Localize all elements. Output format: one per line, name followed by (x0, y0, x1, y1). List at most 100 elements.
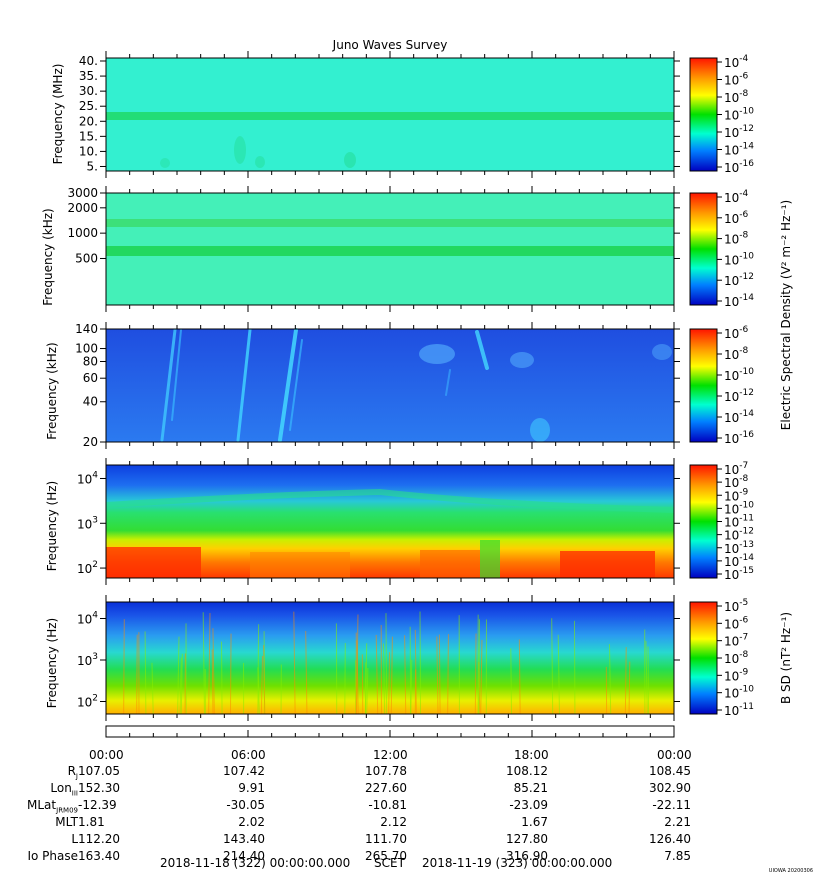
spectral-spike (221, 641, 223, 715)
ephemeris-value: -10.81 (368, 798, 407, 812)
colorbar-tick-exp: -8 (739, 89, 748, 99)
panel-2-ylabel: Frequency (kHz) (41, 208, 55, 305)
time-tick-label: 00:00 (89, 748, 124, 762)
colorbar-tick-exp: -9 (739, 667, 748, 677)
colorbar-tick-exp: -8 (739, 650, 748, 660)
ephemeris-row-label: MLatJRM09 (27, 798, 78, 815)
ephemeris-value: 214.40 (223, 849, 265, 863)
spectral-spike (557, 634, 560, 715)
colorbar-tick-label: 10-12 (724, 124, 754, 140)
panel-4-x-ticks (105, 458, 675, 585)
colorbar-tick-base: 10 (724, 390, 739, 404)
panel-3-colorbar (689, 328, 718, 443)
colorbar-tick-base: 10 (724, 463, 739, 477)
y-tick-label: 40 (83, 395, 98, 409)
y-tick-label: 3000 (67, 186, 98, 200)
y-tick-exp: 4 (92, 611, 98, 621)
panel-4-colorbar-ticks: 10-710-810-910-1010-1110-1210-1310-1410-… (717, 461, 754, 582)
spectral-spike (388, 652, 391, 715)
y-tick-base: 10 (77, 613, 92, 627)
colorbar-tick-label: 10-12 (724, 527, 754, 543)
y-tick-label: 60 (83, 371, 98, 385)
ephemeris-value: 107.78 (365, 764, 407, 778)
spectral-spike (356, 614, 359, 715)
ephemeris-value: 1.81 (78, 815, 105, 829)
panel-3-features (160, 328, 672, 442)
y-tick-base: 10 (77, 472, 92, 486)
y-tick-label: 140 (75, 322, 98, 336)
panel-1-ylabel: Frequency (MHz) (51, 64, 65, 165)
ephemeris-value: 108.12 (506, 764, 548, 778)
y-tick-label: 104 (77, 611, 98, 627)
colorbar-tick-base: 10 (724, 74, 739, 88)
colorbar-tick-exp: -6 (739, 325, 748, 335)
colorbar-tick-base: 10 (724, 109, 739, 123)
spectral-spike (136, 634, 138, 715)
y-tick-label: 103 (77, 515, 98, 531)
colorbar-tick-label: 10-4 (724, 189, 749, 205)
colorbar-tick-label: 10-12 (724, 388, 754, 404)
colorbar-tick-label: 10-9 (724, 487, 749, 503)
colorbar-tick-base: 10 (724, 191, 739, 205)
ephemeris-value: 9.91 (238, 781, 265, 795)
panel-1-y-ticks: 40.35.30.25.20.15.10.5. (79, 54, 680, 173)
spectral-spike (177, 636, 180, 715)
panel-1-features (160, 136, 356, 168)
ephemeris-row-label: MLT (55, 815, 78, 829)
time-axis-label: SCET (374, 856, 405, 870)
ephemeris-value: 7.85 (664, 849, 691, 863)
time-tick-label: 06:00 (231, 748, 266, 762)
colorbar-tick-label: 10-8 (724, 346, 749, 362)
colorbar-tick-label: 10-14 (724, 409, 754, 425)
panel-2-band-lower (106, 246, 674, 256)
spectral-spike (645, 640, 648, 715)
colorbar-tick-exp: -15 (739, 566, 754, 576)
ephemeris-value: 143.40 (223, 832, 265, 846)
panel-2-x-ticks (105, 186, 675, 312)
ephemeris-value: -23.09 (509, 798, 548, 812)
ephemeris-value: 2.21 (664, 815, 691, 829)
ephemeris-value: 2.12 (380, 815, 407, 829)
y-tick-label: 100 (75, 342, 98, 356)
spectral-spike (447, 634, 449, 715)
y-tick-label: 20 (83, 435, 98, 449)
colorbar-tick-exp: -8 (739, 474, 748, 484)
colorbar-tick-exp: -6 (739, 210, 748, 220)
colorbar-tick-base: 10 (724, 369, 739, 383)
panel-3-spectrogram (106, 329, 674, 442)
colorbar-tick-label: 10-10 (724, 107, 754, 123)
y-tick-exp: 4 (92, 470, 98, 480)
spectral-spike (179, 657, 182, 715)
colorbar-tick-base: 10 (724, 600, 739, 614)
spectral-spike (344, 643, 346, 715)
colorbar-tick-exp: -12 (739, 527, 754, 537)
colorbar-tick-label: 10-14 (724, 293, 754, 309)
spectral-spike (212, 628, 215, 715)
colorbar-tick-label: 10-10 (724, 251, 754, 267)
spectral-spike (144, 631, 147, 715)
panel-4-features (105, 488, 675, 578)
spectral-spike (510, 648, 512, 715)
colorbar-tick-exp: -8 (739, 231, 748, 241)
colorbar-tick-base: 10 (724, 233, 739, 247)
panel-5-spikes (123, 611, 650, 715)
ephemeris-value: -22.11 (652, 798, 691, 812)
y-tick-label: 15. (79, 129, 98, 143)
ephemeris-row-label: Io Phase (27, 849, 78, 863)
spectral-spike (624, 647, 627, 715)
colorbar-tick-base: 10 (724, 274, 739, 288)
colorbar-tick-base: 10 (724, 635, 739, 649)
panel-3-ylabel: Frequency (kHz) (45, 342, 59, 439)
colorbar-tick-exp: -11 (739, 702, 754, 712)
y-tick-base: 10 (77, 696, 92, 710)
colorbar-tick-exp: -4 (739, 54, 748, 64)
y-tick-label: 103 (77, 652, 98, 668)
colorbar-tick-exp: -13 (739, 540, 754, 550)
colorbar-tick-label: 10-4 (724, 54, 749, 70)
spectral-spike (382, 643, 386, 715)
colorbar-tick-base: 10 (724, 617, 739, 631)
